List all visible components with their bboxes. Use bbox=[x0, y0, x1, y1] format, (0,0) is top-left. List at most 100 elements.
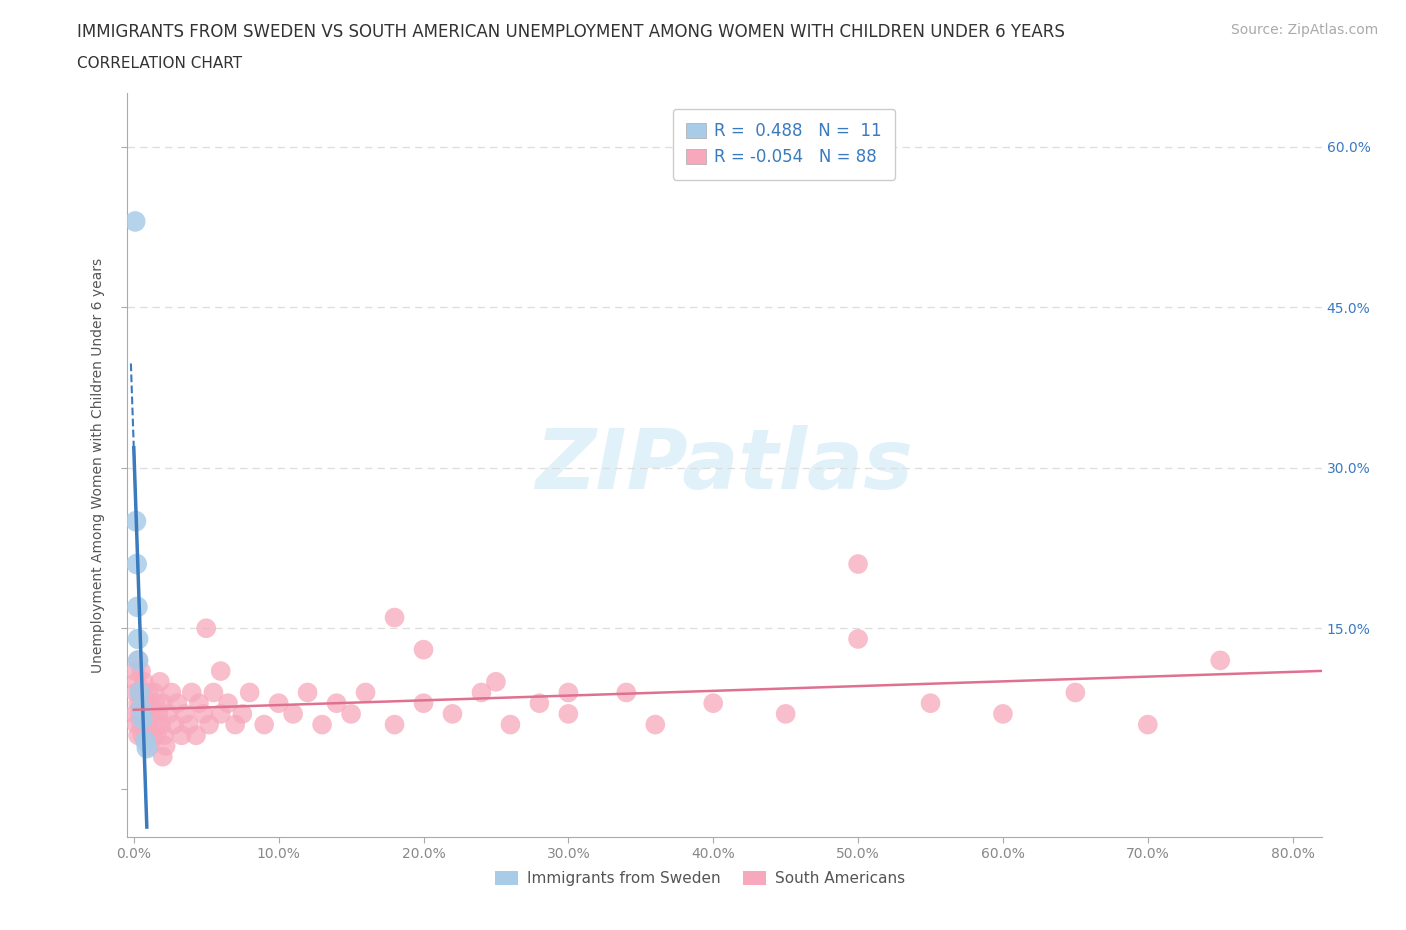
Text: IMMIGRANTS FROM SWEDEN VS SOUTH AMERICAN UNEMPLOYMENT AMONG WOMEN WITH CHILDREN : IMMIGRANTS FROM SWEDEN VS SOUTH AMERICAN… bbox=[77, 23, 1066, 41]
Point bbox=[846, 556, 869, 571]
Point bbox=[198, 717, 221, 732]
Point bbox=[485, 674, 508, 689]
Point bbox=[127, 653, 149, 668]
Point bbox=[702, 696, 724, 711]
Point bbox=[127, 631, 149, 646]
Point bbox=[354, 685, 377, 700]
Point bbox=[1209, 653, 1232, 668]
Point bbox=[231, 707, 253, 722]
Point bbox=[195, 621, 218, 636]
Point bbox=[529, 696, 551, 711]
Point bbox=[1136, 717, 1159, 732]
Point bbox=[644, 717, 666, 732]
Point bbox=[150, 717, 173, 732]
Point bbox=[127, 728, 149, 743]
Point bbox=[325, 696, 347, 711]
Point bbox=[135, 707, 157, 722]
Point bbox=[160, 685, 183, 700]
Point bbox=[146, 728, 169, 743]
Point bbox=[129, 696, 152, 711]
Point bbox=[991, 707, 1014, 722]
Text: ZIPatlas: ZIPatlas bbox=[536, 424, 912, 506]
Point bbox=[412, 696, 434, 711]
Point bbox=[145, 696, 167, 711]
Point bbox=[177, 717, 200, 732]
Point bbox=[127, 600, 149, 615]
Point bbox=[142, 728, 165, 743]
Point bbox=[149, 674, 172, 689]
Y-axis label: Unemployment Among Women with Children Under 6 years: Unemployment Among Women with Children U… bbox=[91, 258, 105, 672]
Point bbox=[135, 728, 157, 743]
Point bbox=[145, 717, 167, 732]
Point bbox=[193, 707, 215, 722]
Point bbox=[180, 685, 202, 700]
Point bbox=[131, 728, 153, 743]
Point bbox=[129, 701, 152, 716]
Point bbox=[128, 707, 150, 722]
Legend: Immigrants from Sweden, South Americans: Immigrants from Sweden, South Americans bbox=[489, 865, 911, 893]
Point bbox=[499, 717, 522, 732]
Point bbox=[125, 674, 148, 689]
Point bbox=[170, 728, 193, 743]
Point bbox=[163, 717, 186, 732]
Point bbox=[153, 728, 176, 743]
Point bbox=[209, 707, 232, 722]
Point bbox=[127, 696, 149, 711]
Point bbox=[131, 711, 153, 726]
Point bbox=[135, 740, 157, 755]
Point bbox=[384, 610, 406, 625]
Point bbox=[188, 696, 211, 711]
Point bbox=[129, 717, 152, 732]
Point bbox=[267, 696, 290, 711]
Point bbox=[125, 513, 148, 528]
Point bbox=[1064, 685, 1087, 700]
Point bbox=[202, 685, 225, 700]
Point bbox=[125, 717, 148, 732]
Point bbox=[131, 685, 153, 700]
Point bbox=[384, 717, 406, 732]
Point bbox=[124, 214, 146, 229]
Point bbox=[128, 685, 150, 700]
Point bbox=[136, 717, 159, 732]
Point bbox=[217, 696, 239, 711]
Point bbox=[127, 653, 149, 668]
Point bbox=[470, 685, 492, 700]
Point bbox=[125, 685, 148, 700]
Point bbox=[148, 707, 170, 722]
Point bbox=[297, 685, 319, 700]
Point bbox=[141, 707, 163, 722]
Point bbox=[138, 696, 160, 711]
Point bbox=[340, 707, 363, 722]
Point bbox=[134, 717, 156, 732]
Point bbox=[134, 733, 156, 748]
Point bbox=[441, 707, 464, 722]
Point bbox=[125, 556, 148, 571]
Text: CORRELATION CHART: CORRELATION CHART bbox=[77, 56, 242, 71]
Point bbox=[152, 696, 174, 711]
Point bbox=[138, 738, 160, 753]
Point bbox=[412, 643, 434, 658]
Point bbox=[557, 707, 579, 722]
Point bbox=[614, 685, 637, 700]
Point bbox=[134, 696, 156, 711]
Point bbox=[136, 685, 159, 700]
Point bbox=[209, 664, 232, 679]
Point bbox=[132, 707, 155, 722]
Point bbox=[281, 707, 304, 722]
Point bbox=[224, 717, 246, 732]
Point bbox=[184, 728, 207, 743]
Point bbox=[253, 717, 276, 732]
Point bbox=[157, 707, 180, 722]
Point bbox=[173, 707, 195, 722]
Point bbox=[129, 664, 152, 679]
Point bbox=[775, 707, 797, 722]
Point bbox=[155, 738, 177, 753]
Text: Source: ZipAtlas.com: Source: ZipAtlas.com bbox=[1230, 23, 1378, 37]
Point bbox=[152, 750, 174, 764]
Point bbox=[166, 696, 188, 711]
Point bbox=[239, 685, 262, 700]
Point bbox=[557, 685, 579, 700]
Point bbox=[311, 717, 333, 732]
Point bbox=[128, 685, 150, 700]
Point bbox=[846, 631, 869, 646]
